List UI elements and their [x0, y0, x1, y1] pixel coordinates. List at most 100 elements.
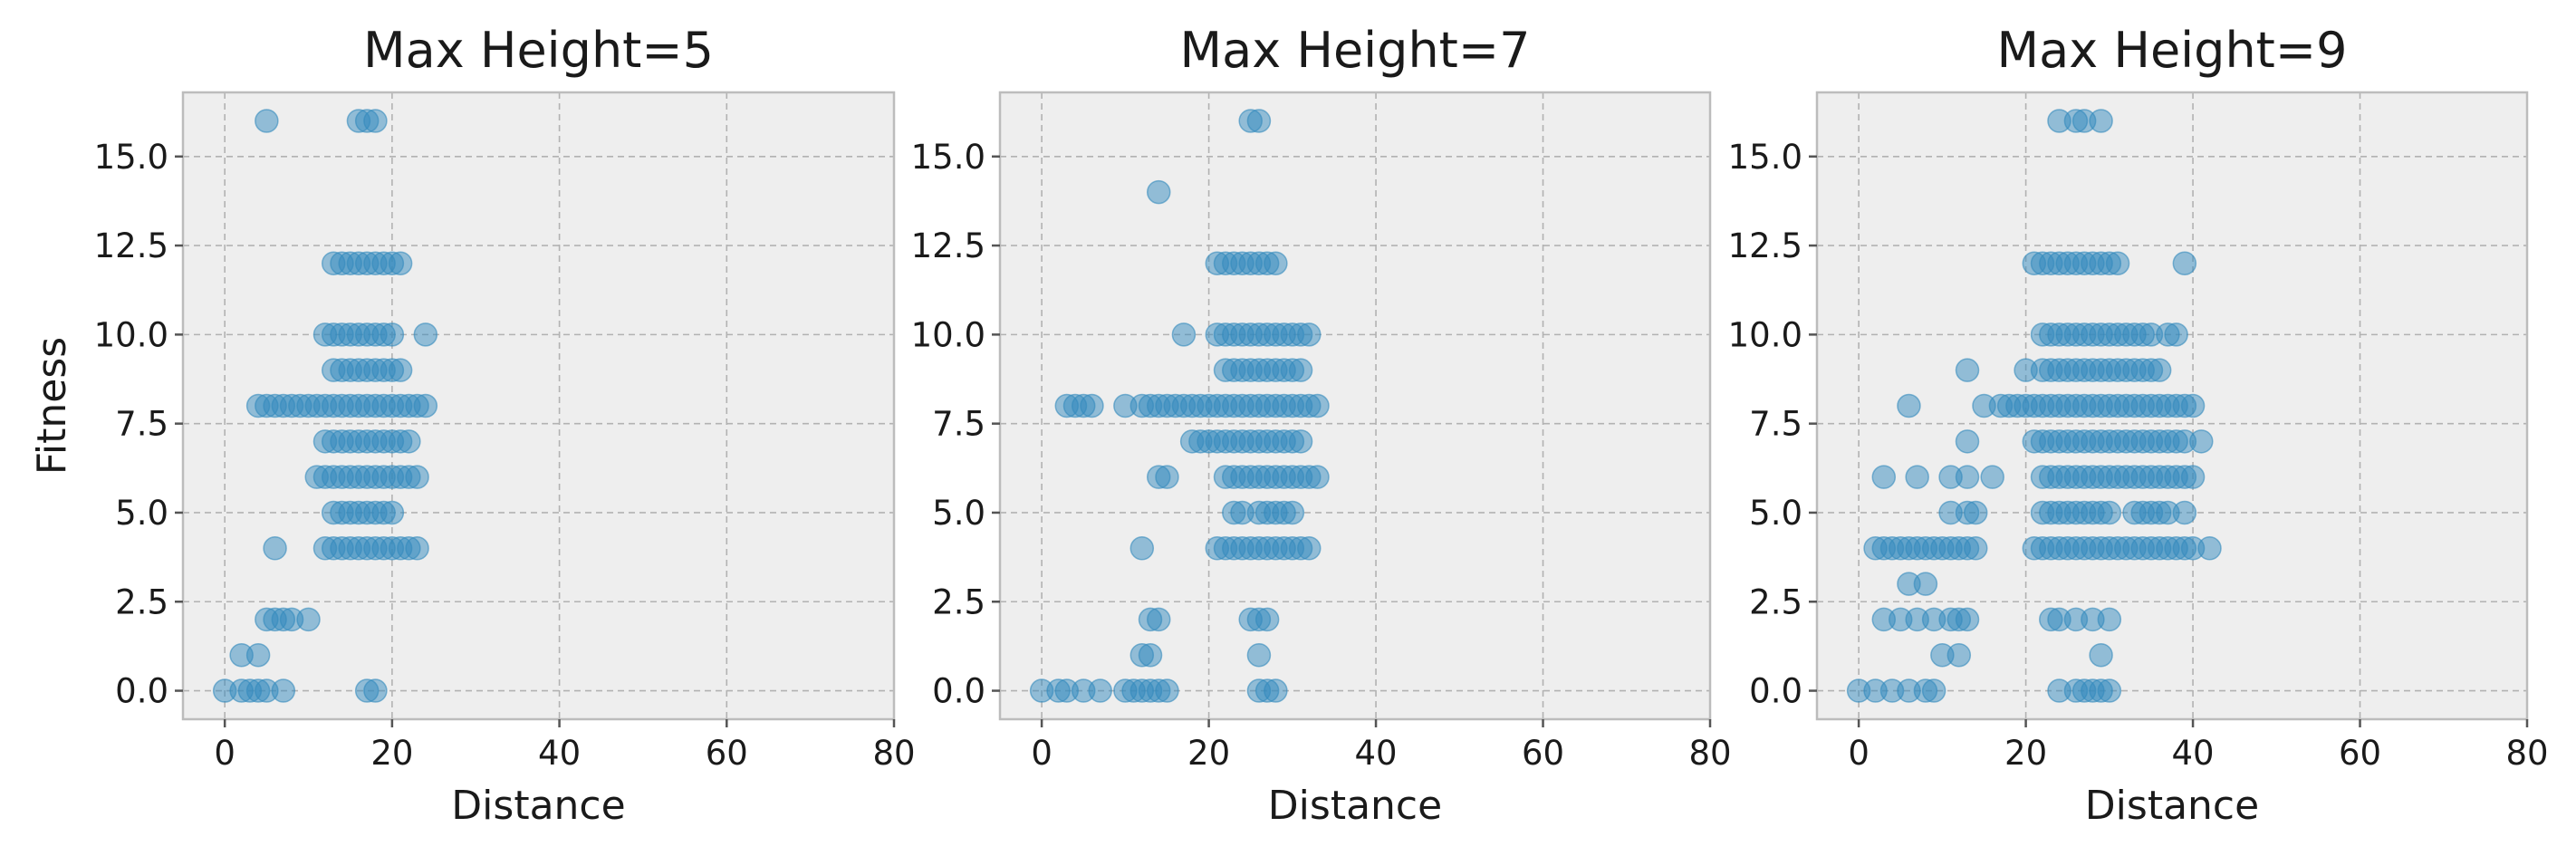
scatter-point	[1171, 322, 1197, 347]
y-tick-label: 0.0	[932, 672, 985, 711]
scatter-point	[2089, 109, 2113, 133]
scatter-point	[296, 607, 321, 632]
x-tick-label: 60	[2339, 734, 2381, 773]
scatter-point	[1305, 393, 1330, 418]
x-axis-label: Distance	[2085, 783, 2259, 829]
scatter-point	[363, 109, 388, 133]
scatter-point	[1955, 607, 1980, 632]
scatter-point	[1963, 500, 1988, 525]
scatter-point	[380, 500, 405, 525]
y-tick-label: 2.5	[932, 582, 985, 621]
plot-frame	[1815, 91, 2529, 721]
scatter-point	[1246, 109, 1272, 133]
x-axis-label: Distance	[451, 783, 625, 829]
panel-max-height-9: 0 20 40 60 80 0.0 2.5 5.0 7.5 10.0 12.5 15.0 Max He…	[1728, 22, 2549, 829]
y-tick-label: 10.0	[911, 315, 985, 354]
scatter-point	[388, 358, 413, 382]
scatter-point	[2180, 465, 2206, 489]
scatter-point	[1297, 536, 1322, 561]
scatter-point	[363, 678, 388, 703]
scatter-point	[388, 251, 413, 275]
y-tick-label: 15.0	[911, 138, 985, 177]
scatter-point	[1088, 678, 1112, 703]
y-tick-label: 12.5	[1728, 226, 1802, 265]
scatter-point	[245, 642, 271, 668]
scatter-point	[1146, 179, 1171, 205]
y-tick-label: 15.0	[94, 138, 168, 177]
scatter-point	[2105, 251, 2130, 275]
scatter-point	[405, 536, 429, 561]
x-axis-label: Distance	[1268, 783, 1442, 829]
x-tick-label: 20	[1187, 734, 1230, 773]
scatter-point	[1288, 429, 1313, 454]
x-tick-label: 60	[1522, 734, 1564, 773]
scatter-point	[2172, 251, 2197, 275]
scatter-point	[1955, 429, 1980, 454]
scatter-point	[2189, 429, 2214, 454]
scatter-point	[1138, 642, 1163, 668]
x-tick-label: 40	[2172, 734, 2215, 773]
y-tick-label: 2.5	[115, 582, 168, 621]
scatter-point	[1921, 678, 1946, 703]
scatter-point	[2172, 500, 2197, 525]
y-tick-label: 2.5	[1749, 582, 1802, 621]
x-tick-label: 0	[1848, 734, 1870, 773]
scatter-point	[2180, 393, 2206, 418]
scatter-point	[263, 536, 287, 561]
scatter-point	[2089, 642, 2113, 668]
scatter-point	[1871, 465, 1897, 489]
scatter-point	[1297, 322, 1322, 347]
scatter-point	[1264, 251, 1288, 275]
scatter-point	[1905, 465, 1929, 489]
x-tick-label: 0	[214, 734, 235, 773]
scatter-point	[1129, 536, 1155, 561]
plot-area: 0 20 40 60 80 0.0 2.5 5.0 7.5 10.0 12.5 15.0	[1728, 91, 2549, 773]
scatter-point	[2097, 500, 2122, 525]
scatter-point	[1980, 465, 2004, 489]
scatter-point	[413, 322, 438, 347]
plot-background	[1000, 92, 1710, 719]
scatter-point	[1897, 393, 1921, 418]
x-tick-label: 60	[706, 734, 748, 773]
scatter-point	[413, 393, 438, 418]
scatter-point	[2097, 678, 2122, 703]
scatter-point	[1913, 572, 1938, 596]
scatter-point	[271, 678, 296, 703]
scatter-point	[1155, 678, 1179, 703]
scatter-point	[1305, 465, 1330, 489]
scatter-series	[1846, 109, 2222, 703]
y-tick-label: 7.5	[1749, 405, 1802, 444]
scatter-point	[2164, 322, 2188, 347]
y-tick-label: 5.0	[932, 494, 985, 533]
y-tick-label: 0.0	[115, 672, 168, 711]
scatter-point	[405, 465, 429, 489]
x-tick-label: 20	[370, 734, 413, 773]
scatter-point	[1080, 393, 1104, 418]
y-tick-label: 12.5	[911, 226, 985, 265]
x-tick-label: 80	[2505, 734, 2548, 773]
panel-title: Max Height=7	[1180, 22, 1531, 79]
plot-frame	[181, 91, 896, 721]
scatter-point	[1963, 536, 1988, 561]
x-tick-label: 0	[1031, 734, 1053, 773]
panel-max-height-5: 0 20 40 60 80 0.0 2.5 5.0 7.5 10.0 12.5 15.0 Max He…	[29, 22, 916, 829]
scatter-point	[255, 109, 279, 133]
x-tick-label: 80	[872, 734, 915, 773]
y-axis-label: Fitness	[29, 337, 75, 475]
panel-title: Max Height=5	[363, 22, 714, 79]
scatter-series	[1029, 109, 1330, 703]
y-tick-label: 10.0	[94, 315, 168, 354]
panel-max-height-7: 0 20 40 60 80 0.0 2.5 5.0 7.5 10.0 12.5 15.0 Max He…	[911, 22, 1732, 829]
scatter-point	[1254, 607, 1280, 632]
y-tick-label: 5.0	[115, 494, 168, 533]
scatter-point	[1264, 678, 1288, 703]
y-tick-label: 10.0	[1728, 315, 1802, 354]
scatter-point	[1280, 500, 1305, 525]
scatter-point	[1946, 642, 1972, 668]
scatter-point	[2147, 358, 2172, 382]
plot-frame	[998, 91, 1712, 721]
y-tick-label: 0.0	[1749, 672, 1802, 711]
scatter-point	[1955, 358, 1980, 382]
plot-area: 0 20 40 60 80 0.0 2.5 5.0 7.5 10.0 12.5 15.0	[911, 91, 1732, 773]
